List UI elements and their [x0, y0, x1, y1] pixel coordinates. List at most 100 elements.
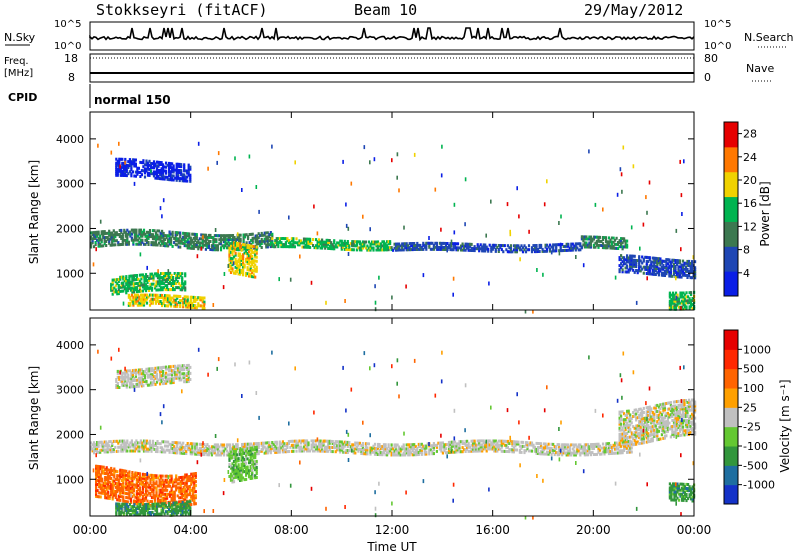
power-cell [589, 235, 592, 239]
power-cell [592, 237, 595, 241]
power-cell [139, 160, 142, 164]
power-cell [491, 245, 494, 249]
power-cell [648, 270, 651, 274]
velocity-cell [122, 479, 125, 483]
power-cell [252, 245, 255, 249]
velocity-cell [255, 469, 258, 473]
velocity-cell [125, 496, 128, 499]
power-cell [662, 263, 665, 267]
velocity-cell [460, 440, 463, 444]
velocity-cell [500, 439, 503, 443]
power-cell [119, 169, 122, 173]
velocity-cell [573, 451, 576, 455]
power-cell [122, 163, 125, 167]
power-cell [127, 230, 130, 234]
power-cell [198, 243, 201, 247]
velocity-cell [491, 445, 494, 449]
power-cell [150, 274, 154, 278]
power-cell [485, 245, 488, 249]
power-cell [197, 247, 200, 251]
power-cell [515, 250, 518, 254]
power-cell [184, 175, 187, 179]
power-cell [428, 243, 431, 247]
power-cell [189, 175, 192, 179]
power-cell [158, 278, 161, 282]
power-cell [682, 299, 685, 303]
power-cell [124, 164, 127, 167]
power-cell [126, 289, 129, 293]
velocity-cell [121, 449, 124, 453]
power-cell [179, 288, 182, 292]
power-cell [367, 240, 370, 244]
velocity-cell [183, 447, 186, 451]
power-cell [478, 245, 481, 249]
velocity-cell [160, 484, 163, 488]
nsky-label: N.Sky [4, 31, 36, 44]
velocity-cell [328, 439, 331, 443]
velocity-cell [488, 443, 491, 447]
power-cell [216, 248, 219, 252]
velocity-cell [252, 464, 255, 468]
velocity-cell [246, 465, 249, 469]
velocity-cell [99, 479, 102, 483]
power-cell [381, 244, 384, 248]
velocity-cell [585, 443, 588, 447]
velocity-cell [108, 444, 111, 448]
power-cell [405, 242, 408, 246]
velocity-cell [511, 448, 514, 452]
velocity-cell [319, 439, 322, 443]
power-cell [266, 241, 269, 245]
power-cell [164, 234, 167, 238]
power-cell [161, 235, 164, 239]
velocity-cell [160, 488, 163, 492]
velocity-cell [237, 463, 240, 467]
velocity-cell [399, 447, 402, 451]
velocity-cell [112, 448, 115, 451]
power-cell [230, 234, 233, 238]
power-cell [246, 244, 249, 247]
velocity-cell [194, 448, 197, 452]
power-speck [645, 195, 647, 200]
power-cell [133, 174, 136, 178]
power-cell [150, 276, 154, 280]
power-cell [674, 269, 677, 273]
power-cell [626, 264, 629, 268]
velocity-cell [268, 443, 271, 447]
power-cell [171, 230, 174, 234]
power-speck [288, 215, 290, 220]
power-cell [170, 282, 173, 285]
power-cell [670, 299, 673, 303]
power-cell [601, 244, 605, 248]
velocity-cell [274, 450, 277, 454]
power-cell [246, 266, 249, 270]
power-cell [237, 254, 240, 258]
velocity-cell [125, 469, 128, 473]
velocity-cell [234, 475, 237, 479]
velocity-cell [170, 442, 173, 446]
power-cell [256, 240, 259, 244]
velocity-cell [568, 449, 571, 453]
power-cell [137, 281, 140, 285]
power-cell [131, 286, 134, 290]
velocity-cell [620, 449, 623, 453]
power-cell [694, 268, 697, 272]
power-cell [120, 228, 123, 232]
power-cell [239, 268, 242, 272]
power-cell [97, 238, 100, 242]
power-cell [461, 242, 464, 246]
power-cell [140, 169, 143, 173]
velocity-cell [364, 444, 367, 448]
power-cell [653, 272, 656, 276]
velocity-cell [189, 448, 192, 452]
power-cell [671, 260, 674, 264]
velocity-cell [134, 499, 137, 503]
velocity-cell [499, 439, 502, 443]
velocity-cell [518, 450, 521, 454]
power-cell [158, 284, 161, 288]
power-cell [671, 305, 675, 309]
power-cell [305, 245, 309, 249]
velocity-cell [266, 445, 269, 449]
velocity-cell [591, 451, 594, 455]
power-cell [441, 247, 444, 251]
power-cell [506, 250, 509, 254]
